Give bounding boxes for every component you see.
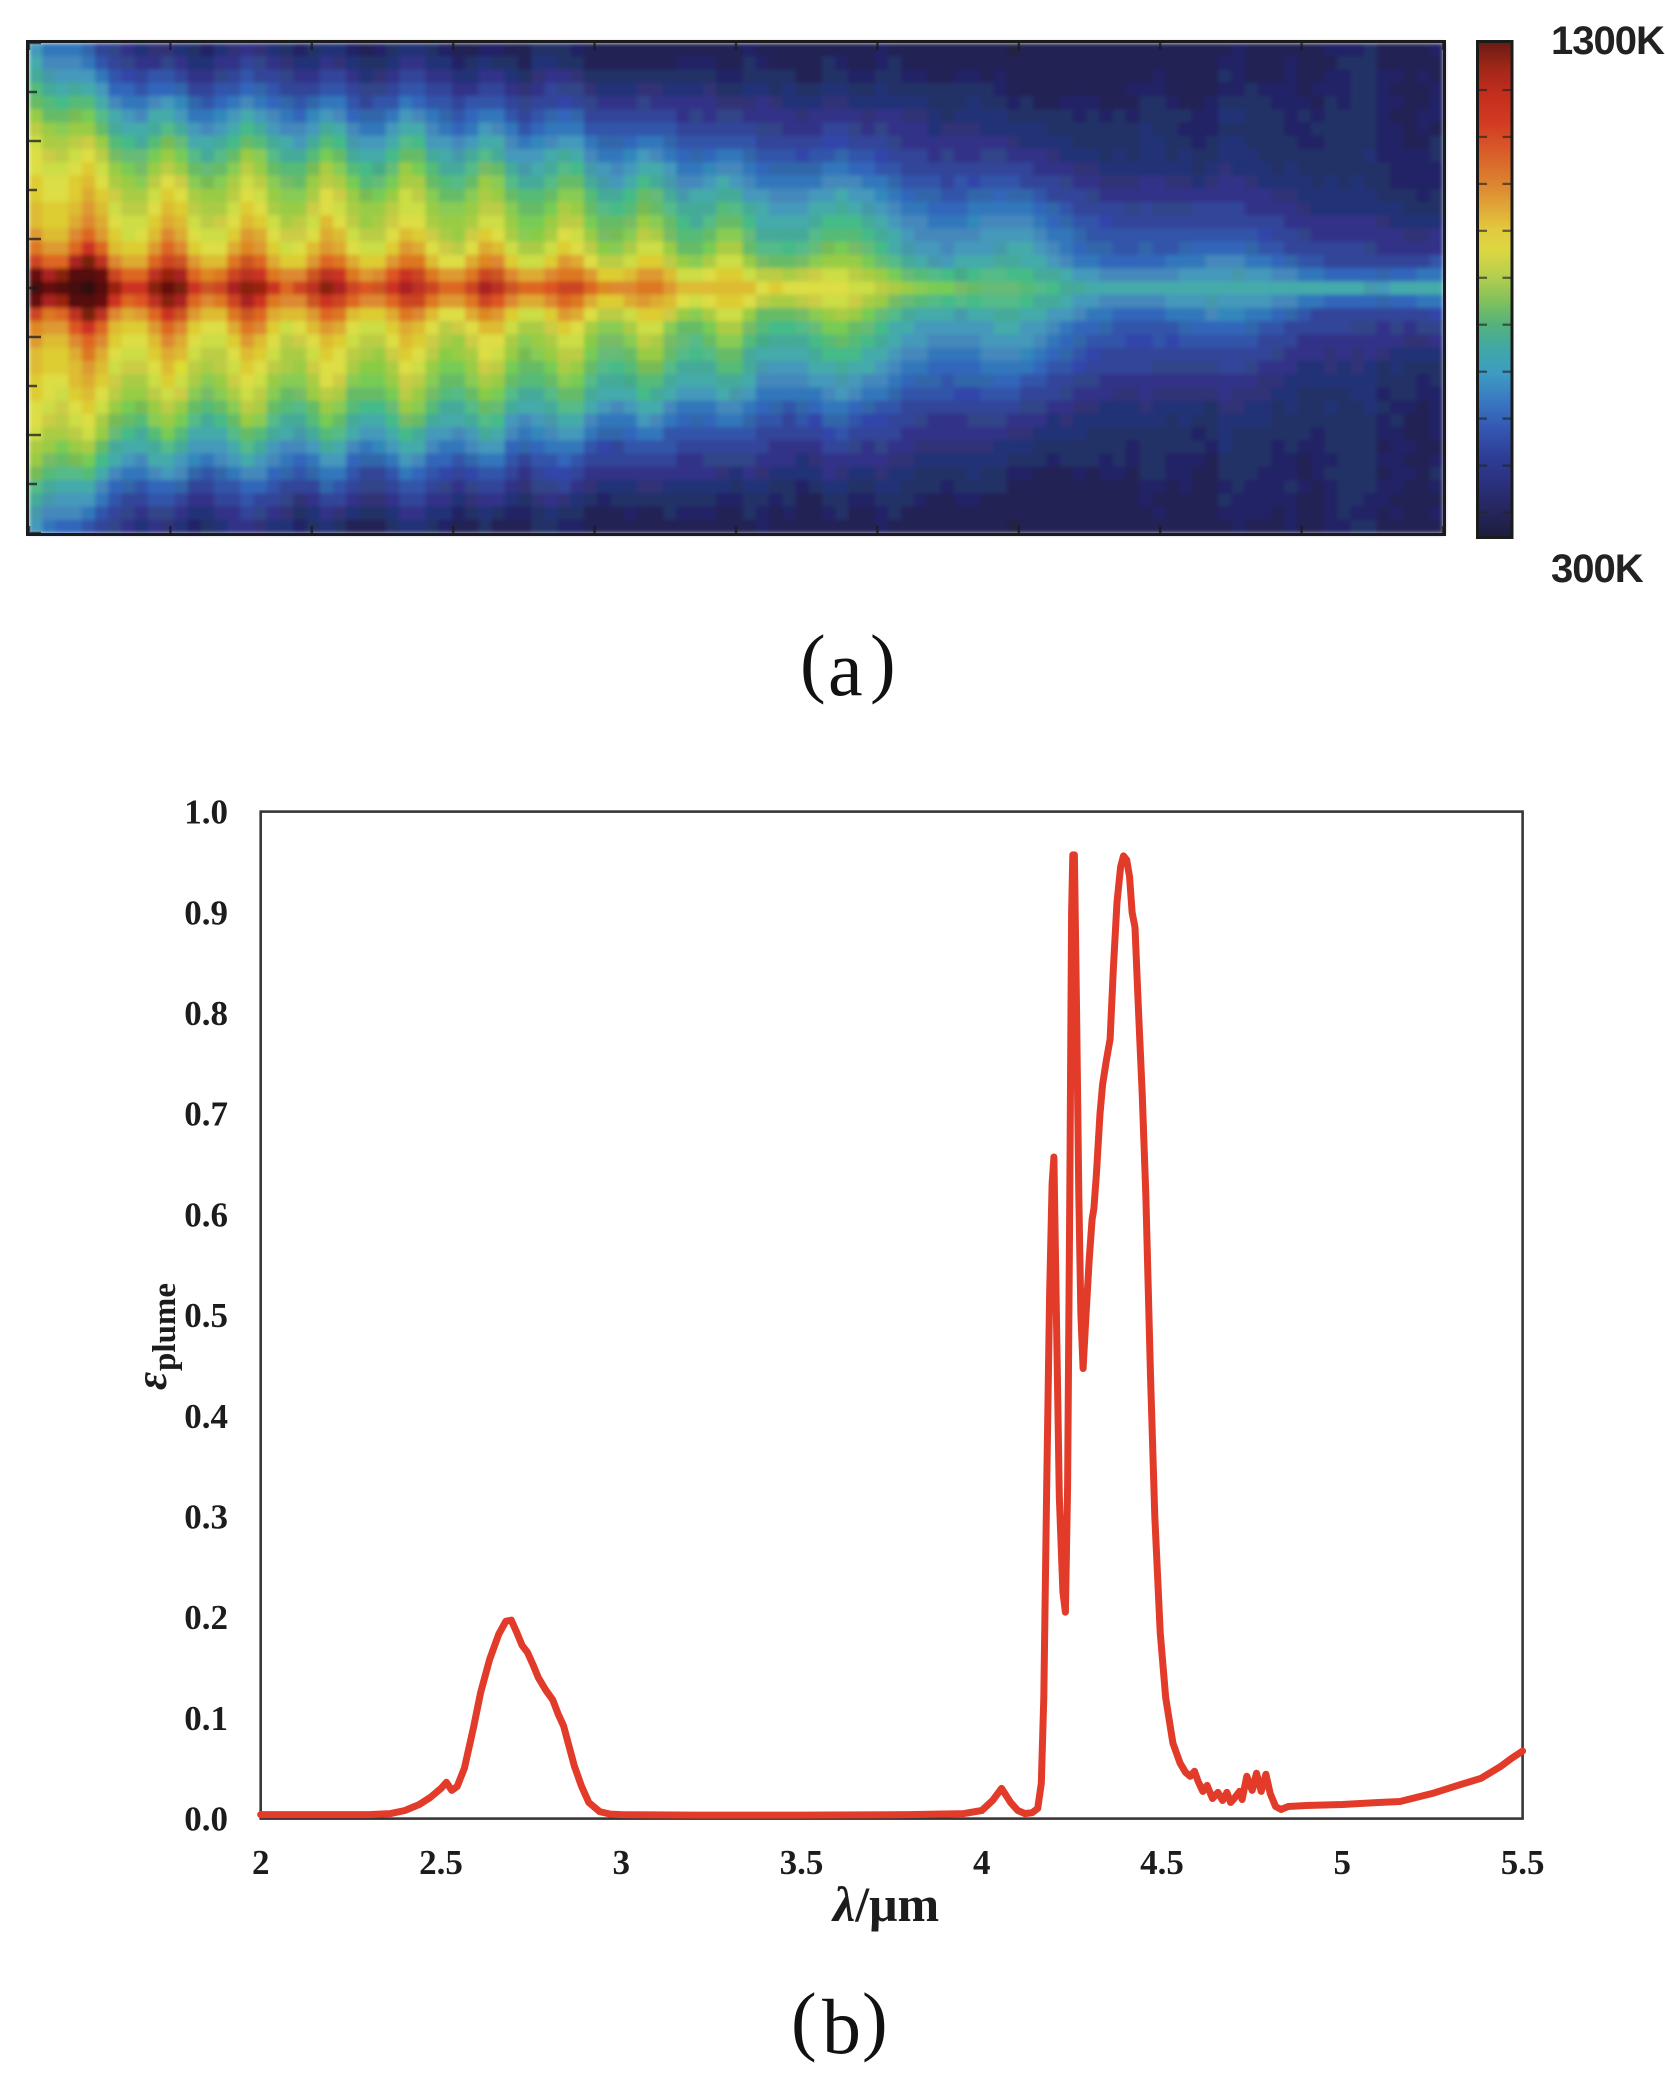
svg-text:5: 5	[1334, 1843, 1352, 1882]
svg-text:3.5: 3.5	[780, 1843, 824, 1882]
svg-text:1.0: 1.0	[184, 793, 228, 832]
svg-text:300K: 300K	[1551, 547, 1644, 591]
svg-text:0.4: 0.4	[184, 1397, 228, 1436]
svg-text:(: (	[800, 619, 826, 705]
svg-text:0.9: 0.9	[184, 893, 228, 932]
svg-text:b: b	[822, 1983, 861, 2070]
svg-text:3: 3	[612, 1843, 630, 1882]
svg-text:0.5: 0.5	[184, 1296, 228, 1335]
svg-text:5.5: 5.5	[1501, 1843, 1545, 1882]
svg-text:4.5: 4.5	[1140, 1843, 1184, 1882]
svg-text:0.2: 0.2	[184, 1598, 228, 1637]
svg-text:0.8: 0.8	[184, 994, 228, 1033]
svg-text:λ/μm: λ/μm	[831, 1876, 939, 1932]
svg-text:1300K: 1300K	[1551, 19, 1665, 63]
svg-text:0.0: 0.0	[184, 1800, 228, 1839]
svg-text:εplume: εplume	[127, 1283, 183, 1390]
svg-text:0.7: 0.7	[184, 1095, 228, 1134]
svg-text:a: a	[828, 625, 863, 712]
svg-text:): )	[870, 619, 896, 705]
svg-text:(: (	[791, 1977, 817, 2063]
svg-text:2.5: 2.5	[419, 1843, 463, 1882]
svg-text:0.1: 0.1	[184, 1699, 228, 1738]
svg-text:): )	[862, 1977, 888, 2063]
svg-text:0.3: 0.3	[184, 1498, 228, 1537]
svg-text:0.6: 0.6	[184, 1195, 228, 1234]
svg-text:2: 2	[252, 1843, 270, 1882]
svg-text:4: 4	[973, 1843, 991, 1882]
